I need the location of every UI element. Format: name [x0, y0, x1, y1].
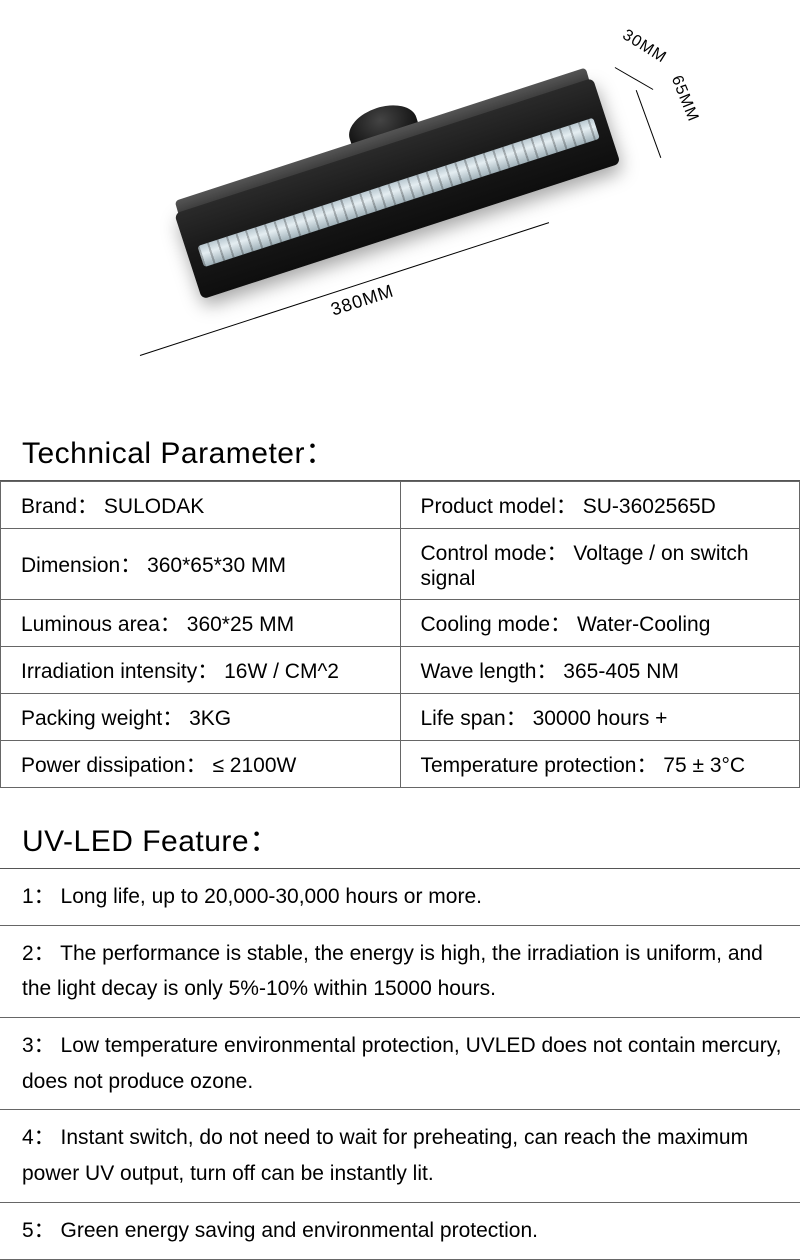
dimension-line-width	[615, 67, 654, 90]
table-row: Brand： SULODAK Product model： SU-3602565…	[1, 482, 800, 529]
param-cell: Irradiation intensity： 16W / CM^2	[1, 647, 401, 694]
list-item: 5： Green energy saving and environmental…	[0, 1203, 800, 1260]
table-row: Luminous area： 360*25 MM Cooling mode： W…	[1, 600, 800, 647]
list-item: 2： The performance is stable, the energy…	[0, 926, 800, 1018]
dimension-label-height: 65MM	[667, 73, 702, 125]
param-label: Product model：	[421, 495, 577, 518]
list-item: 3： Low temperature environmental protect…	[0, 1018, 800, 1110]
param-cell: Power dissipation： ≤ 2100W	[1, 741, 401, 788]
feature-text: Low temperature environmental protection…	[22, 1034, 782, 1093]
param-value: 30000 hours +	[533, 707, 668, 730]
param-cell: Product model： SU-3602565D	[400, 482, 800, 529]
param-value: SU-3602565D	[583, 495, 716, 518]
uv-led-feature-heading: UV-LED Feature：	[0, 788, 800, 869]
param-label: Irradiation intensity：	[21, 660, 218, 683]
device-illustration	[156, 15, 665, 376]
param-cell: Temperature protection： 75 ± 3°C	[400, 741, 800, 788]
param-label: Cooling mode：	[421, 613, 572, 636]
param-cell: Brand： SULODAK	[1, 482, 401, 529]
feature-number: 4：	[22, 1126, 55, 1149]
dimension-line-height	[636, 90, 662, 158]
list-item: 4： Instant switch, do not need to wait f…	[0, 1110, 800, 1202]
param-value: ≤ 2100W	[212, 754, 296, 777]
technical-parameter-heading: Technical Parameter：	[0, 410, 800, 481]
table-row: Power dissipation： ≤ 2100W Temperature p…	[1, 741, 800, 788]
table-row: Packing weight： 3KG Life span： 30000 hou…	[1, 694, 800, 741]
param-value: 16W / CM^2	[224, 660, 339, 683]
param-label: Brand：	[21, 495, 98, 518]
param-cell: Life span： 30000 hours +	[400, 694, 800, 741]
table-row: Dimension： 360*65*30 MM Control mode： Vo…	[1, 529, 800, 600]
list-item: 1： Long life, up to 20,000-30,000 hours …	[0, 869, 800, 926]
feature-number: 5：	[22, 1219, 55, 1242]
feature-text: Instant switch, do not need to wait for …	[22, 1126, 748, 1185]
param-label: Packing weight：	[21, 707, 183, 730]
param-value: 75 ± 3°C	[663, 754, 745, 777]
param-label: Dimension：	[21, 554, 141, 577]
feature-text: Long life, up to 20,000-30,000 hours or …	[61, 885, 482, 908]
product-diagram: 380MM 30MM 65MM	[0, 0, 800, 410]
param-label: Power dissipation：	[21, 754, 207, 777]
dimension-label-width: 30MM	[619, 27, 670, 68]
param-label: Luminous area：	[21, 613, 181, 636]
feature-number: 3：	[22, 1034, 55, 1057]
param-cell: Wave length： 365-405 NM	[400, 647, 800, 694]
param-cell: Packing weight： 3KG	[1, 694, 401, 741]
param-label: Temperature protection：	[421, 754, 658, 777]
feature-number: 2：	[22, 942, 55, 965]
param-value: 3KG	[189, 707, 231, 730]
feature-number: 1：	[22, 885, 55, 908]
param-cell: Luminous area： 360*25 MM	[1, 600, 401, 647]
param-label: Wave length：	[421, 660, 558, 683]
param-value: SULODAK	[104, 495, 204, 518]
table-row: Irradiation intensity： 16W / CM^2 Wave l…	[1, 647, 800, 694]
feature-text: The performance is stable, the energy is…	[22, 942, 763, 1001]
param-value: 360*25 MM	[187, 613, 294, 636]
param-label: Control mode：	[421, 542, 568, 565]
param-label: Life span：	[421, 707, 527, 730]
param-value: 360*65*30 MM	[147, 554, 286, 577]
feature-list: 1： Long life, up to 20,000-30,000 hours …	[0, 869, 800, 1260]
param-cell: Dimension： 360*65*30 MM	[1, 529, 401, 600]
param-value: Water-Cooling	[577, 613, 710, 636]
param-value: 365-405 NM	[563, 660, 679, 683]
param-cell: Control mode： Voltage / on switch signal	[400, 529, 800, 600]
technical-parameter-table: Brand： SULODAK Product model： SU-3602565…	[0, 481, 800, 788]
param-cell: Cooling mode： Water-Cooling	[400, 600, 800, 647]
feature-text: Green energy saving and environmental pr…	[61, 1219, 538, 1242]
